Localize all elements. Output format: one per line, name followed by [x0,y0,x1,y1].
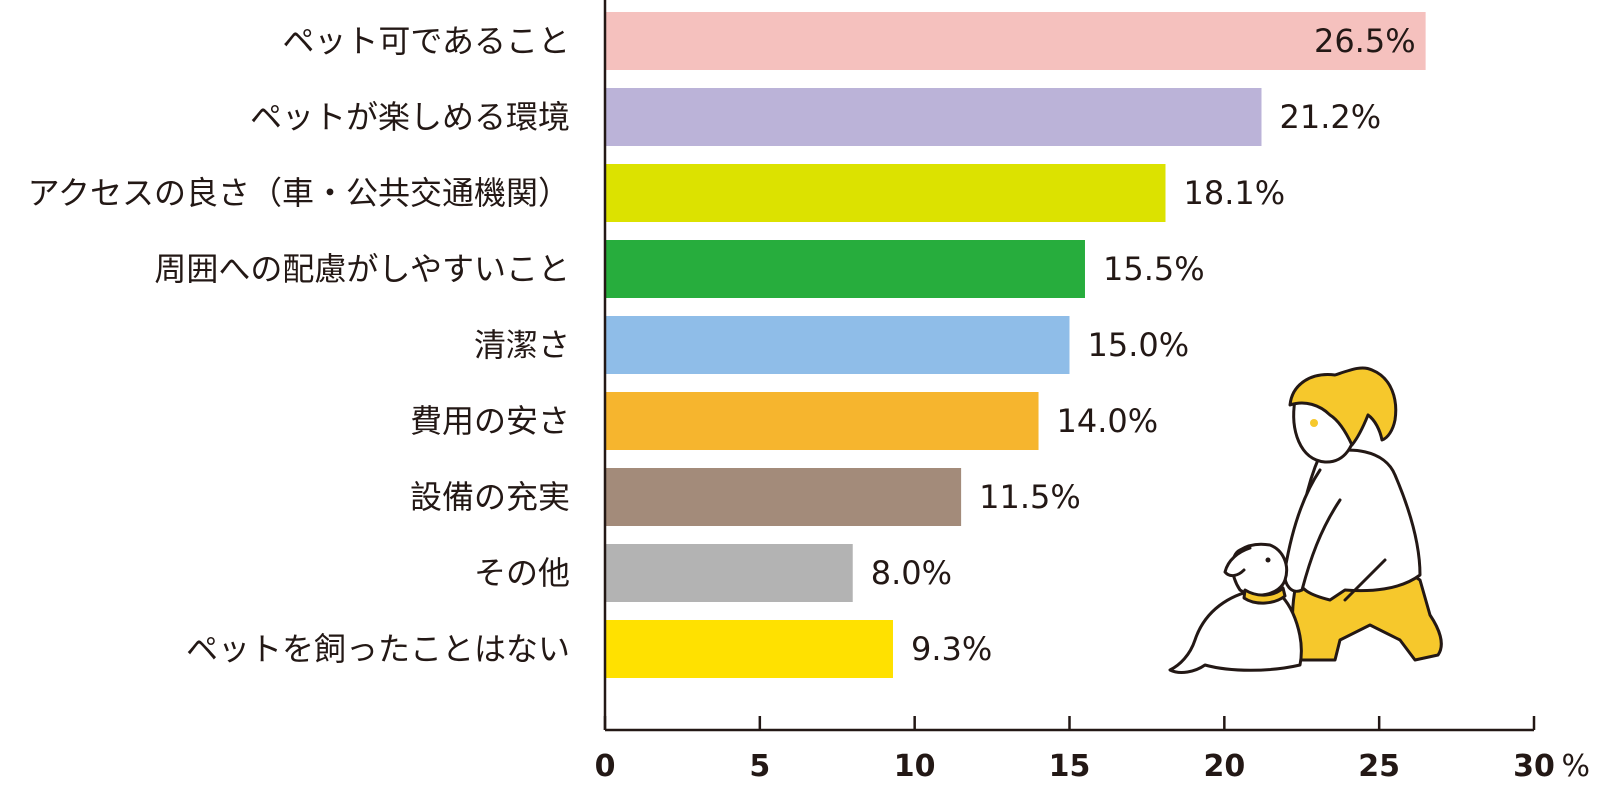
x-tick-label: 10 [894,749,936,784]
value-label: 21.2% [1279,98,1381,136]
x-axis-unit: % [1561,749,1590,784]
x-tick-label: 5 [749,749,770,784]
category-label: アクセスの良さ（車・公共交通機関） [28,174,570,212]
category-label: 清潔さ [474,326,570,364]
value-label: 8.0% [871,554,952,592]
woman-hair [1288,366,1398,447]
category-label: 設備の充実 [410,478,570,516]
bar [605,316,1070,374]
dog-body [1168,588,1303,674]
value-label: 26.5% [1314,22,1416,60]
value-label: 15.5% [1103,250,1205,288]
bars: ペット可であること 26.5% ペットが楽しめる環境 21.2% アクセスの良さ（車・公… [28,12,1426,678]
dog-ear [1223,546,1252,578]
bar [605,544,853,602]
bar [605,392,1039,450]
value-label: 14.0% [1057,402,1159,440]
woman-arm [1283,468,1342,593]
woman-hand [1343,558,1387,602]
x-tick-label: 15 [1049,749,1091,784]
woman-with-dog-illustration [1168,366,1443,674]
x-tick-label: 0 [595,749,616,784]
category-label: その他 [474,554,570,592]
bar [605,88,1262,146]
x-ticks: 0 5 10 15 20 25 30 [595,716,1555,784]
bar [605,240,1085,298]
bar [605,620,893,678]
x-tick-label: 20 [1203,749,1245,784]
x-tick-label: 30 [1513,749,1555,784]
category-label: 周囲への配慮がしやすいこと [154,250,570,288]
bar [605,468,962,526]
bar [605,12,1426,70]
category-label: ペットを飼ったことはない [186,630,570,668]
value-label: 11.5% [979,478,1081,516]
value-label: 9.3% [911,630,992,668]
woman-cheek [1310,419,1318,427]
dog-eye [1265,557,1271,563]
category-label: ペット可であること [282,22,570,60]
value-label: 15.0% [1088,326,1190,364]
dog-collar [1242,586,1287,605]
x-tick-label: 25 [1358,749,1400,784]
bar [605,164,1166,222]
category-label: ペットが楽しめる環境 [250,98,570,136]
value-label: 18.1% [1183,174,1285,212]
category-label: 費用の安さ [410,402,570,440]
